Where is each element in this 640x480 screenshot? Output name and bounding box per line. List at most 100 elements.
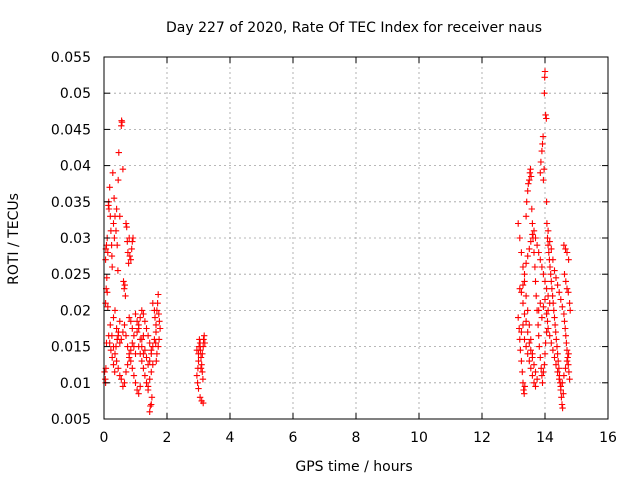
data-point [128,245,135,253]
data-point [103,274,110,281]
y-tick-label: 0.02 [60,303,91,319]
data-point [127,318,134,325]
data-point [550,307,557,314]
data-point [526,339,533,347]
data-point [526,169,534,176]
data-point [120,278,127,285]
data-point [549,347,557,354]
data-point [548,278,555,285]
data-point [556,376,563,383]
data-point [554,350,561,357]
data-point [152,321,160,329]
data-point [532,234,539,242]
data-point [105,332,112,339]
data-point [114,267,122,274]
y-tick-label: 0.035 [51,195,91,211]
data-point [562,278,569,285]
data-point [126,252,133,260]
data-point [565,256,572,263]
data-point [197,354,205,361]
data-point [133,318,141,325]
data-point [106,339,113,347]
y-tick-labels: 0.005 0.01 0.015 0.02 0.025 0.03 0.035 0.04 0.04… [51,50,91,428]
data-point [199,376,207,383]
data-point [519,281,527,289]
data-point [130,332,138,339]
data-point [525,180,532,187]
data-point [520,386,527,394]
data-point [532,383,539,390]
data-point [118,119,126,126]
data-point [529,231,536,238]
data-point [121,379,128,386]
data-point [532,278,539,285]
data-point [122,332,130,339]
data-point [143,354,150,361]
data-point [114,242,121,249]
data-point [542,339,549,347]
data-point [132,310,139,318]
data-point [560,372,568,379]
data-point [149,343,156,350]
data-point [521,278,528,285]
data-point [122,368,130,376]
data-point [538,365,545,372]
data-point [140,310,147,318]
data-point [555,357,562,365]
data-point [540,271,547,278]
data-point [193,347,201,354]
data-point [127,357,134,365]
data-point [113,325,120,332]
data-point [111,307,119,314]
data-point [148,401,155,408]
data-point [563,285,571,292]
data-point [148,350,155,357]
data-point [521,271,528,278]
data-point [129,339,136,347]
x-tick-label: 0 [100,430,109,446]
data-point [521,336,528,343]
data-point [107,347,115,354]
data-point [196,394,204,401]
data-point [532,368,539,376]
data-point [104,289,111,296]
data-point [195,385,202,392]
data-points [101,68,574,415]
data-point [566,300,573,307]
data-point [113,357,120,365]
data-point [518,249,525,256]
data-point [526,321,533,329]
data-point [563,357,571,365]
data-point [548,245,555,253]
data-point [533,242,541,249]
data-point [516,234,523,242]
data-point [200,399,207,407]
data-point [102,300,109,307]
data-point [562,325,569,332]
data-point [106,184,113,191]
data-point [144,386,152,394]
data-point [527,336,534,343]
data-point [521,310,528,318]
data-point [553,336,560,343]
data-point [127,256,134,263]
x-tick-label: 14 [536,430,554,446]
data-point [566,376,573,383]
data-point [133,386,141,394]
y-tick-label: 0.05 [60,86,91,102]
data-point [121,285,128,292]
data-point [556,289,563,296]
data-point [119,166,127,173]
data-point [115,365,122,372]
data-point [104,303,111,310]
data-point [129,365,136,372]
data-point [108,252,116,260]
y-tick-label: 0.01 [60,376,91,392]
data-point [141,372,149,379]
data-point [111,368,118,376]
data-point [522,260,530,267]
data-point [519,368,526,376]
data-point [562,332,569,339]
data-point [109,263,116,271]
data-point [129,325,136,332]
